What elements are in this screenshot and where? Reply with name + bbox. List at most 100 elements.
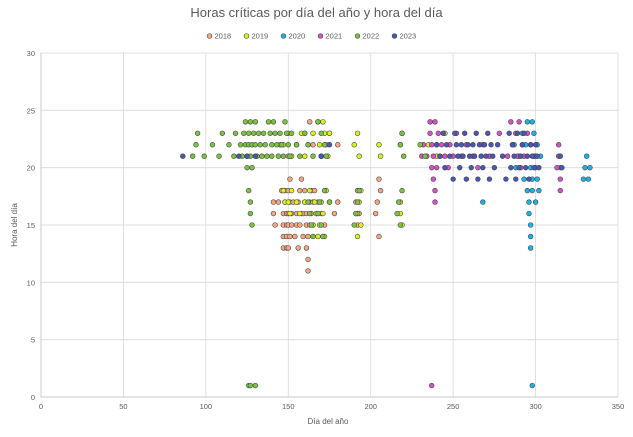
point-2022 bbox=[315, 210, 321, 217]
point-2018 bbox=[335, 199, 341, 205]
point-2022 bbox=[244, 164, 250, 171]
point-2023 bbox=[440, 130, 446, 136]
point-2023 bbox=[460, 153, 466, 159]
point-2022 bbox=[252, 119, 258, 125]
point-2019 bbox=[315, 233, 321, 240]
point-2020 bbox=[527, 245, 534, 251]
point-2019 bbox=[326, 130, 333, 136]
point-2021 bbox=[433, 164, 440, 171]
point-2018 bbox=[305, 233, 311, 240]
point-2022 bbox=[246, 130, 252, 136]
point-2021 bbox=[554, 164, 560, 171]
point-2020 bbox=[524, 119, 531, 125]
point-2021 bbox=[430, 153, 437, 159]
point-2022 bbox=[189, 153, 196, 159]
point-2022 bbox=[274, 142, 280, 148]
point-2018 bbox=[287, 233, 293, 240]
point-2020 bbox=[587, 164, 593, 171]
x-tick-label: 250 bbox=[447, 402, 460, 411]
point-2022 bbox=[321, 142, 328, 148]
point-2022 bbox=[260, 130, 267, 136]
point-2023 bbox=[557, 153, 563, 159]
point-2022 bbox=[302, 130, 308, 136]
point-2022 bbox=[259, 153, 265, 159]
point-2023 bbox=[516, 164, 522, 171]
point-2022 bbox=[247, 199, 254, 205]
point-2021 bbox=[435, 130, 441, 136]
point-2018 bbox=[372, 210, 379, 217]
y-tick-label: 5 bbox=[31, 336, 35, 345]
point-2021 bbox=[442, 153, 448, 159]
point-2023 bbox=[527, 142, 534, 148]
point-2019 bbox=[280, 187, 287, 194]
point-2023 bbox=[506, 130, 512, 136]
point-2022 bbox=[247, 119, 254, 125]
point-2023 bbox=[529, 153, 535, 159]
point-2023 bbox=[470, 142, 476, 148]
point-2019 bbox=[311, 199, 318, 205]
point-2022 bbox=[321, 187, 328, 194]
point-2022 bbox=[308, 222, 315, 228]
point-2021 bbox=[429, 142, 435, 148]
point-2022 bbox=[279, 142, 285, 148]
point-2022 bbox=[252, 382, 258, 389]
x-tick-label: 200 bbox=[364, 402, 377, 411]
legend-marker-2023 bbox=[391, 33, 398, 39]
point-2020 bbox=[534, 176, 540, 182]
point-2018 bbox=[300, 233, 306, 240]
point-2023 bbox=[473, 130, 479, 136]
point-2022 bbox=[246, 187, 252, 194]
point-2021 bbox=[429, 382, 435, 389]
point-2023 bbox=[509, 142, 516, 148]
point-2023 bbox=[252, 153, 258, 159]
point-2023 bbox=[447, 153, 453, 159]
x-tick-label: 150 bbox=[282, 402, 295, 411]
point-2021 bbox=[557, 187, 563, 194]
point-2023 bbox=[503, 176, 509, 182]
point-2020 bbox=[529, 119, 535, 125]
point-2022 bbox=[323, 153, 329, 159]
point-2022 bbox=[316, 199, 323, 205]
point-2023 bbox=[521, 130, 527, 136]
point-2023 bbox=[532, 142, 539, 148]
point-2023 bbox=[524, 153, 531, 159]
point-2019 bbox=[297, 210, 303, 217]
y-tick-label: 10 bbox=[27, 278, 35, 287]
point-2018 bbox=[288, 222, 295, 228]
point-2019 bbox=[316, 142, 323, 148]
point-2018 bbox=[270, 199, 277, 205]
point-2023 bbox=[536, 164, 542, 171]
point-2019 bbox=[320, 119, 326, 125]
point-2023 bbox=[466, 153, 473, 159]
point-2023 bbox=[465, 142, 471, 148]
legend-marker-2020 bbox=[280, 33, 287, 39]
y-axis-label: Hora del día bbox=[10, 203, 19, 247]
point-2018 bbox=[292, 233, 298, 240]
point-2020 bbox=[480, 199, 486, 205]
point-2023 bbox=[519, 142, 526, 148]
point-2021 bbox=[475, 164, 481, 171]
point-2021 bbox=[557, 176, 563, 182]
point-2023 bbox=[491, 164, 498, 171]
point-2023 bbox=[318, 153, 324, 159]
point-2022 bbox=[315, 119, 321, 125]
point-2022 bbox=[252, 142, 258, 148]
point-2020 bbox=[527, 233, 534, 240]
point-2022 bbox=[353, 210, 359, 217]
point-2022 bbox=[194, 130, 201, 136]
point-2022 bbox=[201, 153, 207, 159]
y-tick-label: 15 bbox=[27, 221, 35, 230]
point-2020 bbox=[585, 176, 592, 182]
point-2019 bbox=[358, 222, 364, 228]
point-2022 bbox=[282, 119, 288, 125]
point-2021 bbox=[504, 153, 511, 159]
point-2023 bbox=[523, 164, 529, 171]
point-2022 bbox=[262, 142, 268, 148]
point-2021 bbox=[496, 130, 502, 136]
x-tick-label: 300 bbox=[529, 402, 542, 411]
point-2022 bbox=[310, 233, 316, 240]
point-2022 bbox=[318, 130, 324, 136]
legend-label-2018: 2018 bbox=[215, 32, 232, 41]
point-2022 bbox=[356, 187, 362, 194]
series-2022 bbox=[189, 119, 428, 389]
